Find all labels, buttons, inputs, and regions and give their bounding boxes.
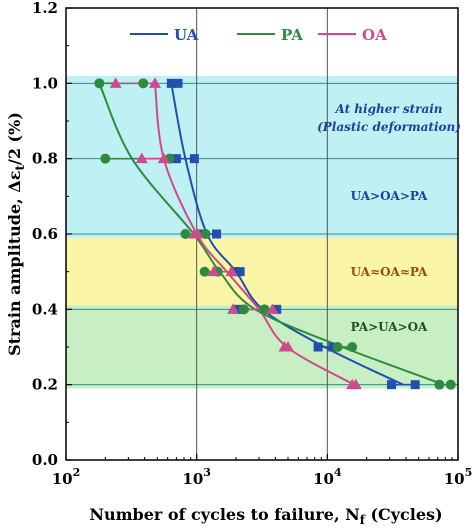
point-pa [259,304,270,315]
point-pa [332,342,343,352]
point-oa [281,341,294,352]
annotation-plastic-deformation: (Plastic deformation) [317,120,461,134]
point-ua [410,380,420,390]
region-annotations: At higher strain (Plastic deformation) UA>… [317,102,461,334]
x-tick-label: 105 [444,466,473,488]
point-pa [180,229,191,239]
region-band-2 [66,305,458,389]
axis-ticks: 102 103 104 105 0.0 0.2 0.4 0.6 0.8 1.0 1.2 [32,0,472,488]
legend-label-pa: PA [281,26,303,44]
y-tick-label: 0.4 [32,300,58,318]
region-band-1 [66,237,458,306]
legend-label-oa: OA [362,26,387,44]
point-ua [166,78,176,88]
point-pa [200,229,211,239]
point-oa [109,77,122,88]
point-pa [238,304,249,315]
strain-regions [66,75,458,389]
point-ua [313,342,323,352]
point-ua [173,78,183,88]
y-tick-label: 0.6 [32,225,58,243]
x-tick-label: 104 [313,466,342,488]
point-oa [191,228,204,239]
point-oa [266,303,279,314]
x-tick-label: 102 [52,466,81,488]
x-axis-title: Number of cycles to failure, Nf (Cycles) [89,505,442,527]
y-tick-label: 0.0 [32,451,58,469]
annotation-higher-strain: At higher strain [334,102,442,116]
y-tick-label: 0.2 [32,376,58,394]
annotation-ua-oa-pa: UA>OA>PA [351,189,428,203]
point-pa [434,379,445,390]
point-pa [445,379,456,390]
point-ua [272,304,282,314]
point-ua [171,154,181,164]
point-pa [94,78,105,89]
point-ua [232,304,242,314]
region-band-0 [66,75,458,238]
point-oa [227,303,240,314]
point-ua [189,154,199,164]
legend-label-ua: UA [174,26,199,44]
point-pa [100,153,111,164]
y-tick-label: 1.2 [32,0,58,17]
point-pa [138,78,149,89]
y-tick-label: 1.0 [32,74,58,92]
point-pa [199,266,210,277]
point-oa [135,152,148,164]
annotation-ua-eq-oa-eq-pa: UA≈OA≈PA [351,265,428,279]
point-oa [225,265,238,277]
point-oa [207,265,220,277]
annotation-pa-ua-oa: PA>UA>OA [351,320,428,334]
y-axis-title: Strain amplitude, Δεt/2 (%) [5,112,27,356]
legend: UA PA OA [130,26,387,44]
point-pa [347,342,358,352]
point-oa [349,378,362,390]
point-oa [157,152,170,164]
point-ua [212,229,222,239]
x-tick-label: 103 [182,466,211,488]
data-markers [94,77,456,390]
point-oa [149,77,162,88]
point-ua [387,380,397,390]
point-ua [235,267,245,277]
y-tick-label: 0.8 [32,150,58,168]
